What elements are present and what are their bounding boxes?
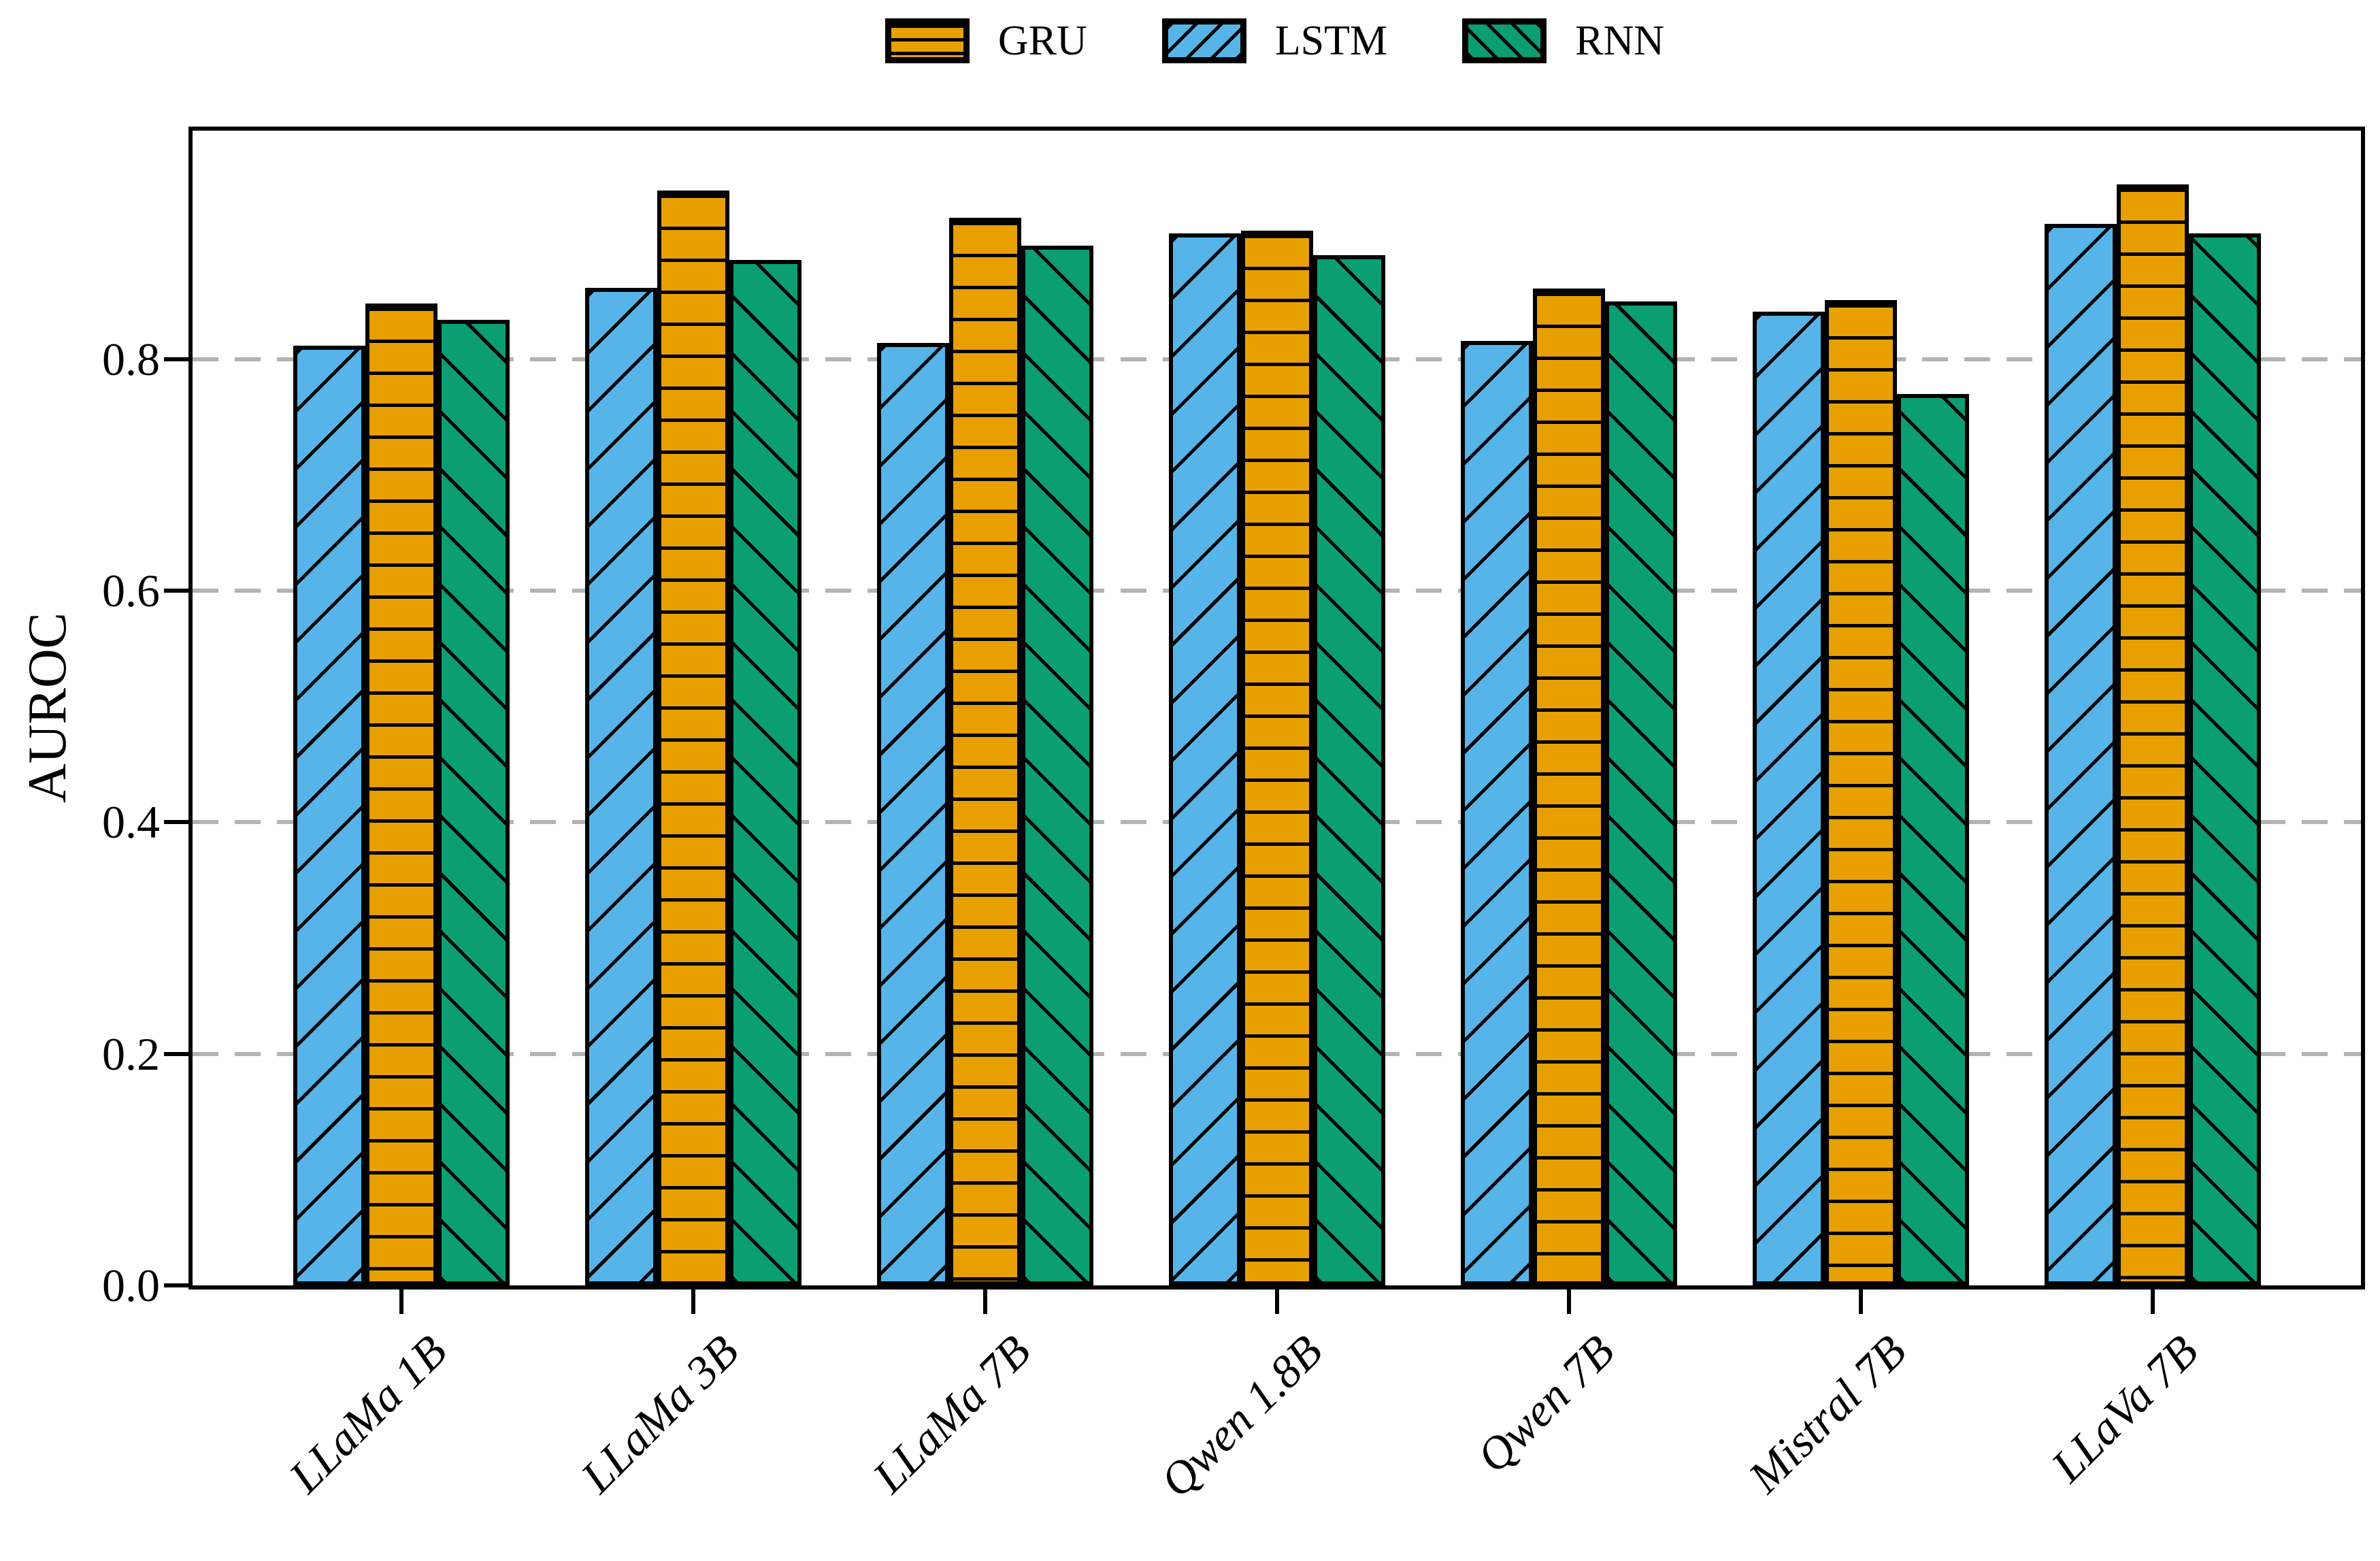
bar-rnn-mistral-7b [1897, 394, 1969, 1285]
bar-rnn-llava-7b [2189, 233, 2261, 1285]
bar-gru-llama-3b [657, 191, 729, 1285]
bar-lstm-llama-1b [293, 346, 365, 1285]
bar-gru-llava-7b [2117, 184, 2189, 1285]
x-tick-label: LLaMa 3B [571, 1325, 748, 1502]
y-tick [164, 357, 188, 361]
bar-gru-qwen-1-8b [1241, 231, 1313, 1285]
bar-rnn-llama-3b [729, 260, 801, 1285]
x-tick-label: LLaVa 7B [2041, 1325, 2208, 1492]
bar-gru-llama-1b [365, 303, 437, 1285]
x-tick [2151, 1289, 2155, 1314]
bar-lstm-llama-3b [585, 288, 657, 1285]
bar-lstm-llava-7b [2045, 224, 2117, 1285]
bar-rnn-qwen-7b [1605, 301, 1677, 1285]
legend-swatch-rnn-icon [1462, 18, 1547, 63]
bar-lstm-llama-7b [877, 343, 949, 1285]
bar-gru-mistral-7b [1825, 300, 1897, 1285]
legend-label-lstm: LSTM [1274, 18, 1388, 64]
x-tick [1567, 1289, 1571, 1314]
x-tick [691, 1289, 695, 1314]
x-tick-label: LLaMa 1B [279, 1325, 457, 1502]
y-tick-label: 0.0 [102, 1260, 160, 1311]
x-tick [399, 1289, 403, 1314]
bar-lstm-qwen-7b [1461, 341, 1533, 1285]
y-tick [164, 589, 188, 593]
x-tick-label: Qwen 1.8B [1150, 1325, 1332, 1507]
y-tick-label: 0.2 [102, 1028, 160, 1080]
y-tick-label: 0.4 [102, 796, 160, 848]
y-tick [164, 1052, 188, 1056]
y-axis-title: AUROC [18, 612, 78, 804]
bar-rnn-llama-7b [1021, 246, 1093, 1285]
plot-area [188, 127, 2365, 1289]
bar-gru-qwen-7b [1533, 289, 1605, 1285]
x-tick [1275, 1289, 1279, 1314]
legend-swatch-gru-icon [885, 18, 970, 63]
bar-gru-llama-7b [949, 218, 1021, 1285]
legend-item-gru: GRU [885, 18, 1087, 63]
bar-rnn-qwen-1-8b [1313, 255, 1385, 1285]
bar-lstm-qwen-1-8b [1169, 233, 1241, 1285]
bar-lstm-mistral-7b [1753, 312, 1825, 1285]
bar-rnn-llama-1b [437, 320, 510, 1285]
x-tick-label: Mistral 7B [1738, 1325, 1916, 1502]
legend-item-lstm: LSTM [1161, 18, 1388, 64]
x-tick-label: LLaMa 7B [863, 1325, 1040, 1502]
y-tick [164, 820, 188, 824]
legend-swatch-lstm-icon [1161, 18, 1246, 63]
legend-item-rnn: RNN [1462, 18, 1664, 63]
x-tick [1859, 1289, 1863, 1314]
y-tick-label: 0.8 [102, 333, 160, 385]
x-tick-label: Qwen 7B [1466, 1325, 1624, 1483]
y-tick [164, 1283, 188, 1287]
legend-label-gru: GRU [997, 18, 1087, 64]
legend-label-rnn: RNN [1575, 18, 1665, 64]
x-tick [983, 1289, 987, 1314]
legend: GRU LSTM RNN [188, 7, 2361, 75]
y-tick-label: 0.6 [102, 565, 160, 617]
